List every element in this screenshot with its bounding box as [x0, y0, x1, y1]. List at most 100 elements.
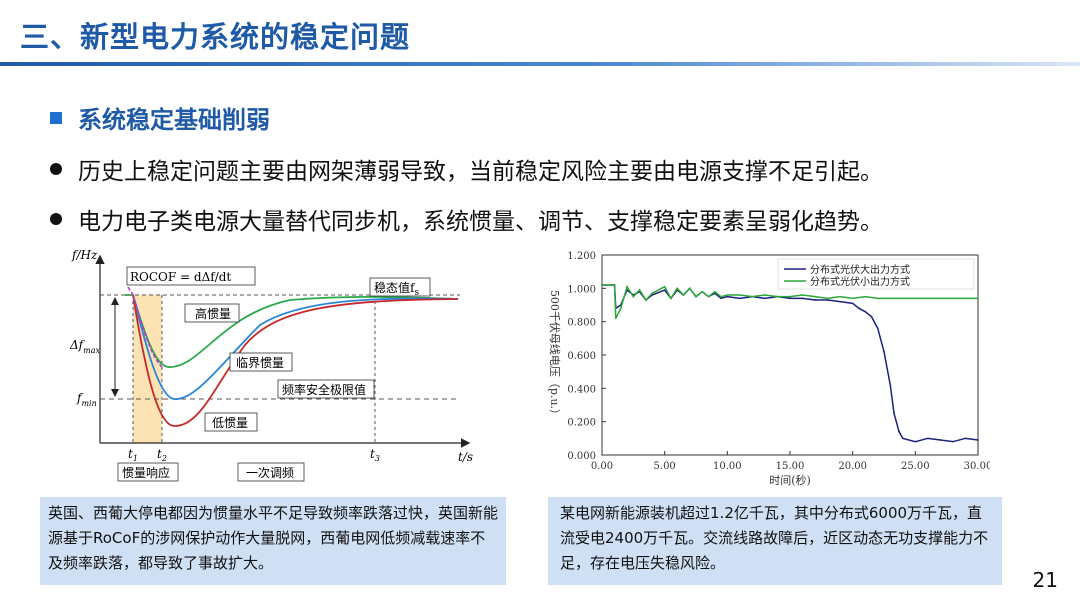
t2-label: t2 [157, 447, 167, 463]
round-bullet-icon [50, 163, 62, 175]
series-1-point [927, 438, 929, 440]
series-2-point [965, 298, 967, 300]
frequency-response-figure: f/Hz t/s ROCOF = dΔf/dt 稳态值fs 高惯量 临界惯量 频… [70, 245, 480, 485]
y-tick-label: 0.600 [567, 351, 596, 362]
series-2-point [777, 296, 779, 298]
t1-label: t1 [128, 447, 138, 463]
section-heading: 系统稳定基础削弱 [50, 100, 270, 135]
series-2-point [940, 298, 942, 300]
right-caption: 某电网新能源装机超过1.2亿千瓦，其中分布式6000万千瓦，直流受电2400万千… [548, 497, 1002, 585]
y-axis-label: 500千伏母线电压（p.u.） [548, 290, 562, 420]
series-2-point [727, 294, 729, 296]
series-2-point [902, 298, 904, 300]
series-2-point [701, 291, 703, 293]
series-2-point [977, 298, 979, 300]
series-1-point [852, 303, 854, 305]
series-1-point [827, 299, 829, 301]
delta-f-label: Δfmax [70, 338, 100, 355]
x-tick-label: 30.00 [964, 461, 990, 472]
series-2-point [720, 296, 722, 298]
page-title: 三、新型电力系统的稳定问题 [20, 14, 410, 56]
series-2-point [827, 298, 829, 300]
series-2-point [739, 294, 741, 296]
series-1-point [883, 351, 885, 353]
series-2-point [802, 294, 804, 296]
left-caption: 英国、西葡大停电都因为惯量水平不足导致频率跌落过快，英国新能源基于RoCoF的涉… [40, 497, 506, 585]
series-1-point [893, 413, 895, 415]
series-2-point [927, 298, 929, 300]
legend-label: 分布式光伏小出力方式 [810, 275, 910, 288]
freq-limit-label: 频率安全极限值 [282, 382, 366, 397]
fmin-label: fmin [76, 391, 97, 408]
voltage-chart-svg: 0.000 0.200 0.400 0.600 0.800 1.000 1.200 0.00 5… [540, 245, 990, 490]
x-tick-label: 5.00 [654, 461, 676, 472]
series-2-point [708, 296, 710, 298]
series-1-point [902, 438, 904, 440]
critical-inertia-label: 临界惯量 [236, 355, 284, 370]
inertia-response-label: 惯量响应 [122, 465, 170, 480]
series-1-point [720, 298, 722, 300]
low-inertia-label: 低惯量 [212, 415, 248, 430]
series-1-point [871, 316, 873, 318]
frequency-response-svg: f/Hz t/s ROCOF = dΔf/dt 稳态值fs 高惯量 临界惯量 频… [70, 245, 480, 485]
series-2-point [839, 296, 841, 298]
y-tick-label: 0.400 [567, 384, 596, 395]
series-1-point [915, 441, 917, 443]
series-2-point [915, 298, 917, 300]
series-2-point [689, 288, 691, 290]
series-2-point [714, 291, 716, 293]
rocof-label: ROCOF = dΔf/dt [130, 270, 231, 284]
series-1-point [858, 308, 860, 310]
series-2-point [683, 294, 685, 296]
round-bullet-icon [50, 213, 62, 225]
bullet-item: 历史上稳定问题主要由网架薄弱导致，当前稳定风险主要由电源支撑不足引起。 [50, 152, 883, 186]
title-underline [0, 62, 1080, 66]
series-1-point [789, 298, 791, 300]
series-2-point [789, 296, 791, 298]
series-2-point [645, 299, 647, 301]
series-1-point [802, 298, 804, 300]
t3-label: t3 [370, 447, 380, 463]
bullet-item: 电力电子类电源大量替代同步机，系统惯量、调节、支撑稳定要素呈弱化趋势。 [50, 202, 883, 236]
series-1-point [739, 298, 741, 300]
series-2-point [670, 298, 672, 300]
series-1-point [727, 296, 729, 298]
square-bullet-icon [50, 112, 62, 124]
high-inertia-label: 高惯量 [195, 306, 231, 321]
y-tick-label: 0.800 [567, 318, 596, 329]
series-2-point [639, 289, 641, 291]
series-2-point [614, 284, 616, 286]
bullet-text: 历史上稳定问题主要由网架薄弱导致，当前稳定风险主要由电源支撑不足引起。 [78, 152, 883, 186]
y-tick-label: 0.200 [567, 418, 596, 429]
series-2-point [676, 288, 678, 290]
series-2-point [864, 296, 866, 298]
legend-label: 分布式光伏大出力方式 [810, 263, 910, 276]
series-2-point [877, 298, 879, 300]
x-tick-label: 10.00 [713, 461, 742, 472]
y-tick-label: 1.200 [567, 251, 596, 262]
x-axis-label: t/s [458, 450, 473, 464]
series-1-point [839, 301, 841, 303]
primary-regulation-label: 一次调频 [246, 466, 294, 480]
series-2-point [889, 298, 891, 300]
series-2-point [601, 284, 603, 286]
series-2-point [752, 296, 754, 298]
series-2-point [615, 318, 617, 320]
series-2-point [633, 296, 635, 298]
series-1-point [898, 431, 900, 433]
series-2-point [626, 286, 628, 288]
series-1-point [877, 328, 879, 330]
x-axis-label: 时间(秒) [769, 473, 811, 487]
series-1-point [977, 439, 979, 441]
series-2-point [814, 296, 816, 298]
series-1-point [664, 289, 666, 291]
series-1-point [940, 439, 942, 441]
series-1-point [864, 311, 866, 313]
x-tick-label: 20.00 [838, 461, 867, 472]
title-bar: 三、新型电力系统的稳定问题 [0, 0, 1080, 66]
series-1-point [965, 438, 967, 440]
series-1-point [814, 299, 816, 301]
series-2-point [852, 298, 854, 300]
series-2-point [952, 298, 954, 300]
series-1-point [952, 441, 954, 443]
